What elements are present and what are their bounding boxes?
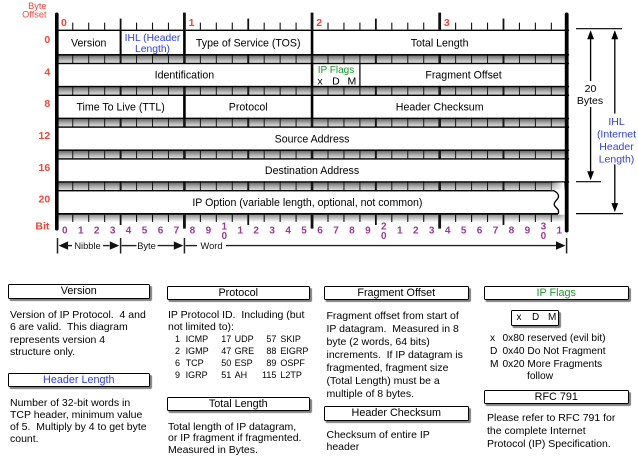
svg-text:IHL: IHL — [608, 116, 625, 128]
svg-text:4: 4 — [126, 226, 132, 237]
svg-text:2: 2 — [381, 222, 387, 233]
svg-text:16: 16 — [39, 162, 51, 174]
svg-text:4: 4 — [285, 226, 291, 237]
svg-text:12: 12 — [39, 130, 51, 142]
svg-text:1: 1 — [557, 226, 563, 237]
svg-text:Protocol: Protocol — [229, 102, 268, 114]
svg-text:3: 3 — [429, 226, 435, 237]
svg-text:2: 2 — [316, 17, 322, 29]
svg-text:Total Length: Total Length — [411, 37, 469, 49]
svg-text:D: D — [332, 75, 340, 87]
svg-text:1: 1 — [78, 226, 84, 237]
svg-text:1: 1 — [237, 226, 243, 237]
svg-text:9: 9 — [206, 226, 212, 237]
svg-text:6: 6 — [158, 226, 164, 237]
svg-text:5: 5 — [142, 226, 148, 237]
svg-text:7: 7 — [333, 226, 339, 237]
svg-text:Length): Length) — [599, 154, 635, 166]
svg-text:Offset: Offset — [22, 9, 47, 19]
svg-text:0: 0 — [541, 231, 547, 242]
svg-text:3: 3 — [110, 226, 116, 237]
svg-text:2: 2 — [413, 226, 419, 237]
svg-text:IP Option (variable length, op: IP Option (variable length, optional, no… — [192, 197, 422, 209]
svg-text:5: 5 — [301, 226, 307, 237]
svg-text:6: 6 — [317, 226, 323, 237]
svg-text:3: 3 — [541, 222, 547, 233]
svg-text:IP Flags: IP Flags — [318, 65, 355, 76]
svg-text:20: 20 — [39, 193, 51, 205]
svg-text:8: 8 — [190, 226, 196, 237]
svg-text:9: 9 — [525, 226, 531, 237]
svg-text:6: 6 — [477, 226, 483, 237]
svg-text:Nibble: Nibble — [74, 241, 100, 251]
svg-text:Header: Header — [599, 141, 634, 153]
svg-text:7: 7 — [493, 226, 499, 237]
svg-text:4: 4 — [44, 66, 50, 78]
svg-text:20: 20 — [585, 83, 597, 95]
svg-text:3: 3 — [444, 17, 450, 29]
svg-text:Word: Word — [200, 241, 222, 251]
svg-text:x: x — [317, 75, 323, 87]
svg-text:1: 1 — [222, 222, 228, 233]
svg-text:0: 0 — [222, 231, 228, 242]
svg-text:Bytes: Bytes — [577, 95, 603, 107]
svg-text:Time To Live (TTL): Time To Live (TTL) — [76, 102, 164, 114]
svg-text:Source Address: Source Address — [275, 133, 350, 145]
svg-text:9: 9 — [365, 226, 371, 237]
svg-text:5: 5 — [461, 226, 467, 237]
svg-text:7: 7 — [174, 226, 180, 237]
svg-text:M: M — [348, 75, 357, 87]
svg-text:Length): Length) — [135, 44, 170, 55]
svg-text:Destination Address: Destination Address — [265, 165, 359, 177]
svg-text:Identification: Identification — [155, 70, 215, 82]
svg-text:(Internet: (Internet — [597, 129, 636, 141]
svg-text:1: 1 — [189, 17, 195, 29]
svg-text:2: 2 — [94, 226, 100, 237]
svg-text:0: 0 — [61, 17, 67, 29]
svg-text:IHL (Header: IHL (Header — [125, 33, 181, 44]
svg-text:0: 0 — [44, 34, 50, 46]
svg-text:Type of Service (TOS): Type of Service (TOS) — [196, 37, 301, 49]
svg-text:Byte: Byte — [137, 241, 156, 251]
svg-text:0: 0 — [62, 226, 68, 237]
svg-text:8: 8 — [509, 226, 515, 237]
svg-text:4: 4 — [445, 226, 451, 237]
svg-text:8: 8 — [349, 226, 355, 237]
svg-text:Byte: Byte — [28, 1, 46, 11]
svg-text:1: 1 — [397, 226, 403, 237]
svg-text:2: 2 — [253, 226, 259, 237]
svg-text:0: 0 — [381, 231, 387, 242]
svg-text:Header Checksum: Header Checksum — [396, 102, 484, 114]
svg-text:8: 8 — [44, 98, 50, 110]
svg-text:Fragment Offset: Fragment Offset — [425, 70, 501, 82]
svg-text:Bit: Bit — [35, 221, 50, 233]
svg-text:Version: Version — [71, 37, 106, 49]
svg-text:3: 3 — [269, 226, 275, 237]
